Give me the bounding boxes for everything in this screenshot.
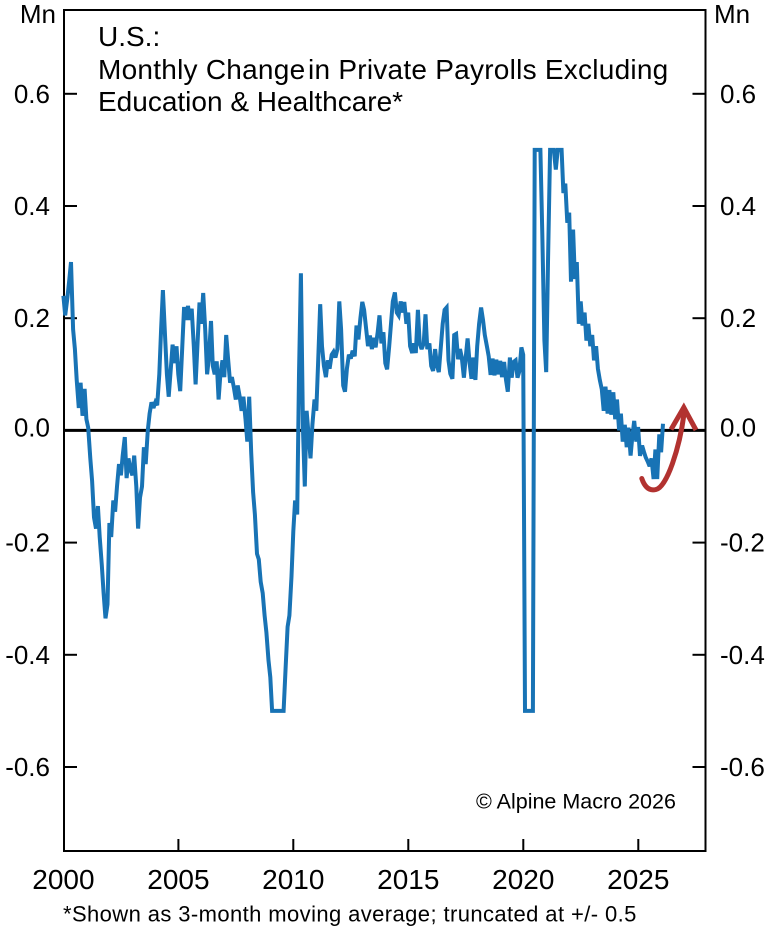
svg-text:0.4: 0.4	[720, 191, 756, 221]
svg-text:0.0: 0.0	[14, 412, 50, 442]
svg-text:2025: 2025	[607, 864, 669, 895]
svg-text:0.2: 0.2	[14, 303, 50, 333]
svg-text:0.4: 0.4	[14, 191, 50, 221]
svg-text:2015: 2015	[377, 864, 439, 895]
svg-text:2010: 2010	[262, 864, 324, 895]
svg-text:Mn: Mn	[714, 0, 750, 29]
svg-text:Mn: Mn	[20, 0, 56, 29]
svg-text:Education & Healthcare*: Education & Healthcare*	[98, 86, 403, 117]
svg-text:0.6: 0.6	[14, 79, 50, 109]
svg-text:0.6: 0.6	[720, 79, 756, 109]
svg-text:-0.2: -0.2	[5, 528, 50, 558]
svg-text:0.0: 0.0	[720, 412, 756, 442]
svg-text:2005: 2005	[147, 864, 209, 895]
svg-text:Monthly Change in Private Payr: Monthly Change in Private Payrolls Exclu…	[98, 54, 669, 85]
svg-text:U.S.:: U.S.:	[98, 21, 160, 52]
svg-text:2020: 2020	[492, 864, 554, 895]
svg-text:2000: 2000	[32, 864, 94, 895]
svg-text:© Alpine Macro 2026: © Alpine Macro 2026	[476, 790, 676, 814]
svg-text:-0.2: -0.2	[720, 528, 765, 558]
svg-text:-0.6: -0.6	[720, 752, 765, 782]
svg-text:*Shown as 3-month moving avera: *Shown as 3-month moving average; trunca…	[63, 902, 637, 927]
svg-text:0.2: 0.2	[720, 303, 756, 333]
svg-text:-0.4: -0.4	[720, 640, 765, 670]
svg-text:-0.4: -0.4	[5, 640, 50, 670]
svg-text:-0.6: -0.6	[5, 752, 50, 782]
